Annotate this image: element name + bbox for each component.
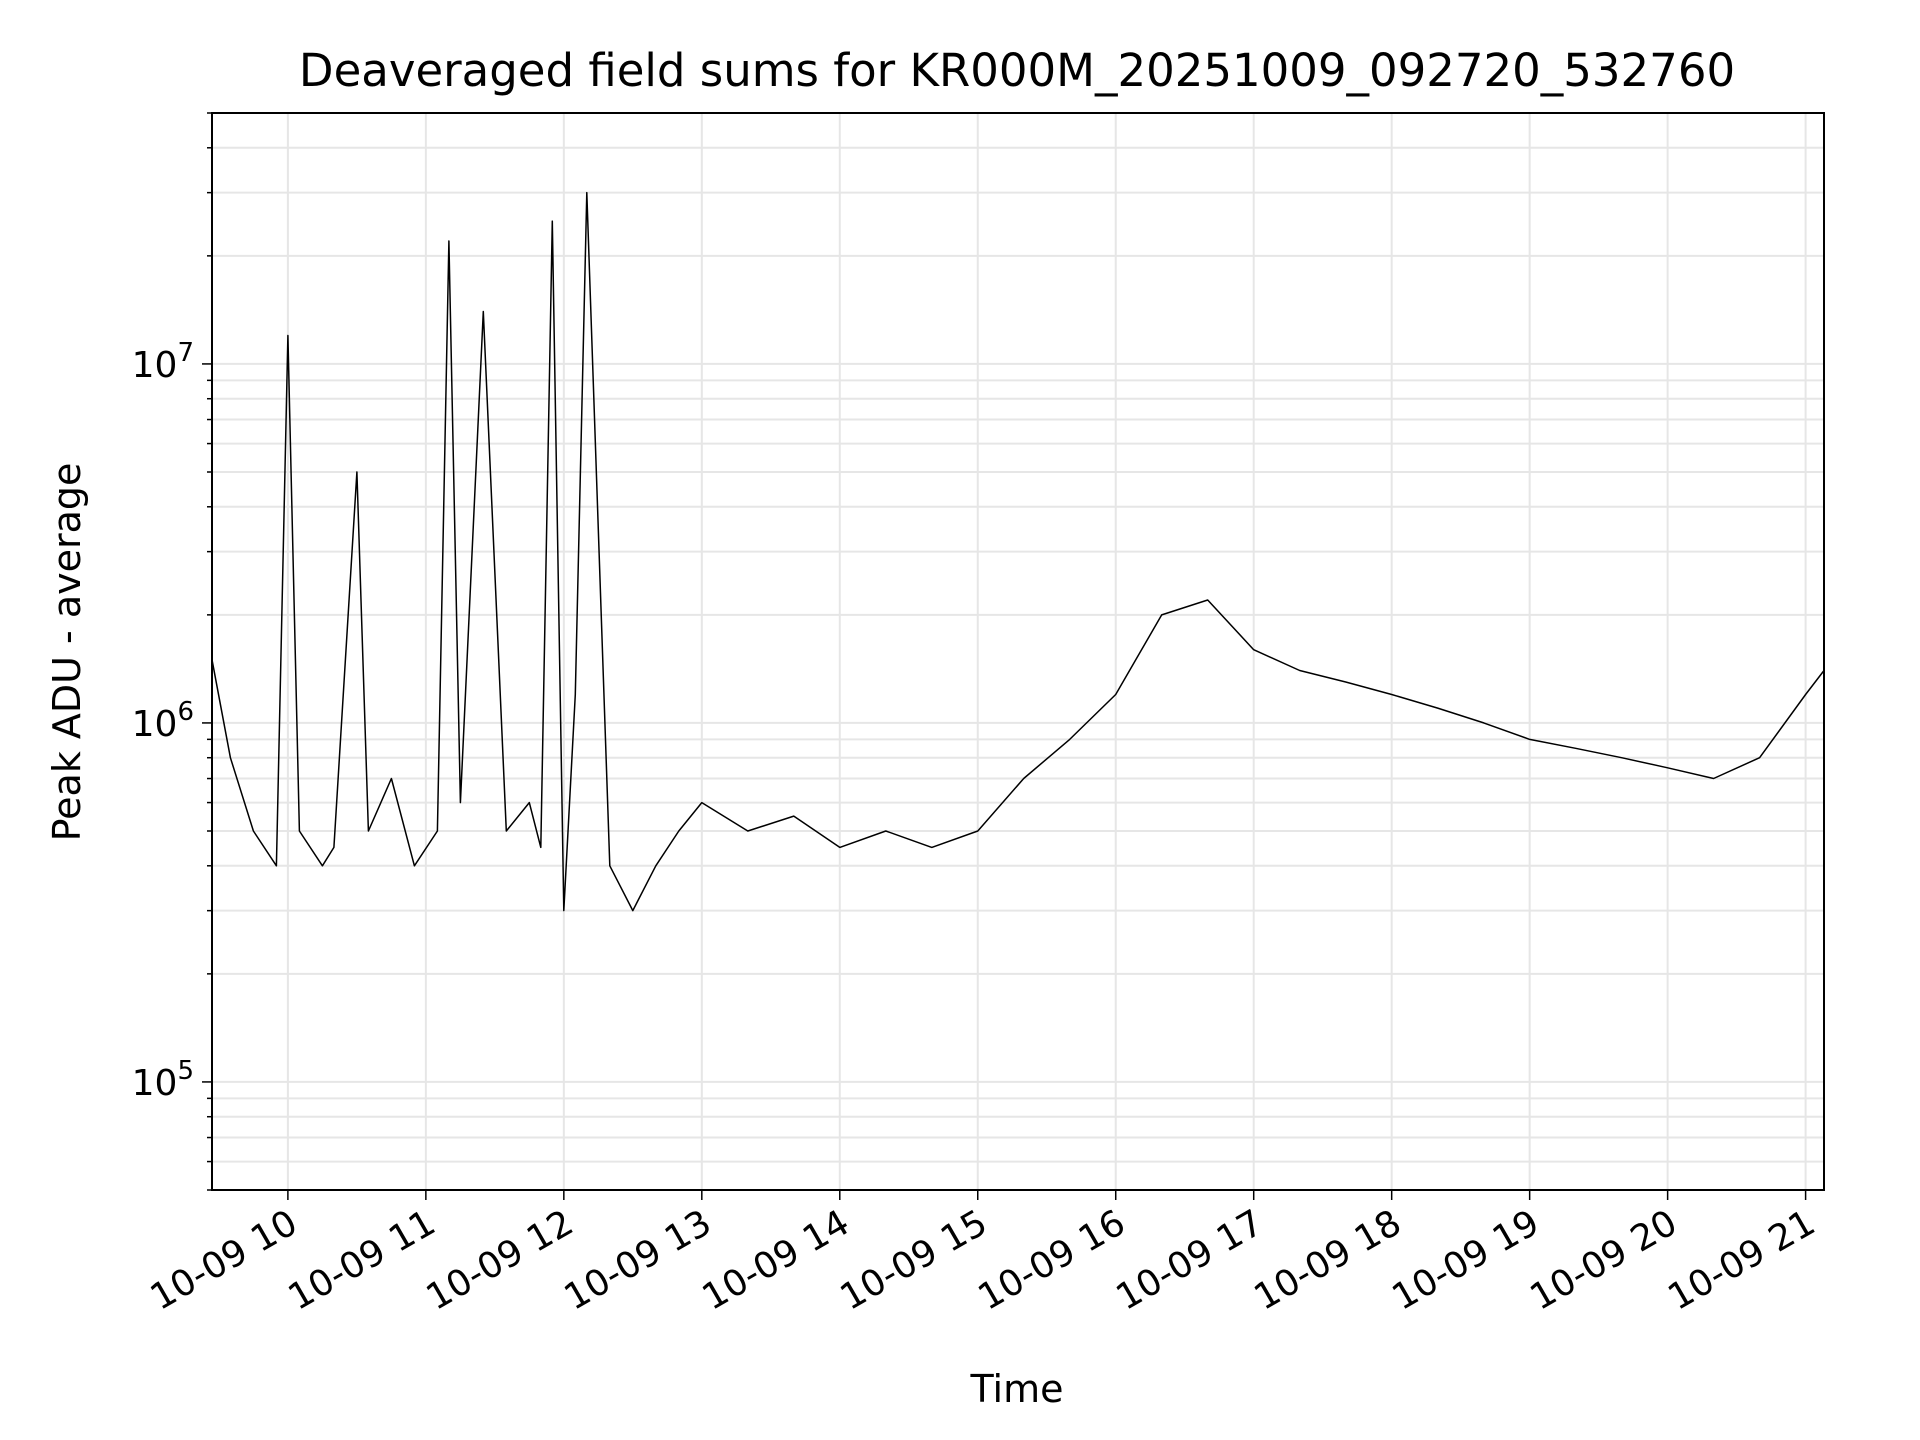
grid [212, 112, 1824, 1191]
plot-frame [211, 112, 1825, 1191]
chart-title: Deaveraged field sums for KR000M_2025100… [299, 44, 1735, 97]
series-line [211, 191, 1825, 912]
y-axis: 105 106 107 [132, 112, 212, 1191]
series-layer [211, 191, 1825, 912]
y-axis-label: Peak ADU - average [45, 463, 89, 842]
x-axis-label: Time [970, 1367, 1064, 1411]
y-tick-label: 105 [132, 1056, 194, 1104]
y-tick-label: 107 [132, 338, 194, 386]
y-tick-label: 106 [132, 697, 194, 745]
